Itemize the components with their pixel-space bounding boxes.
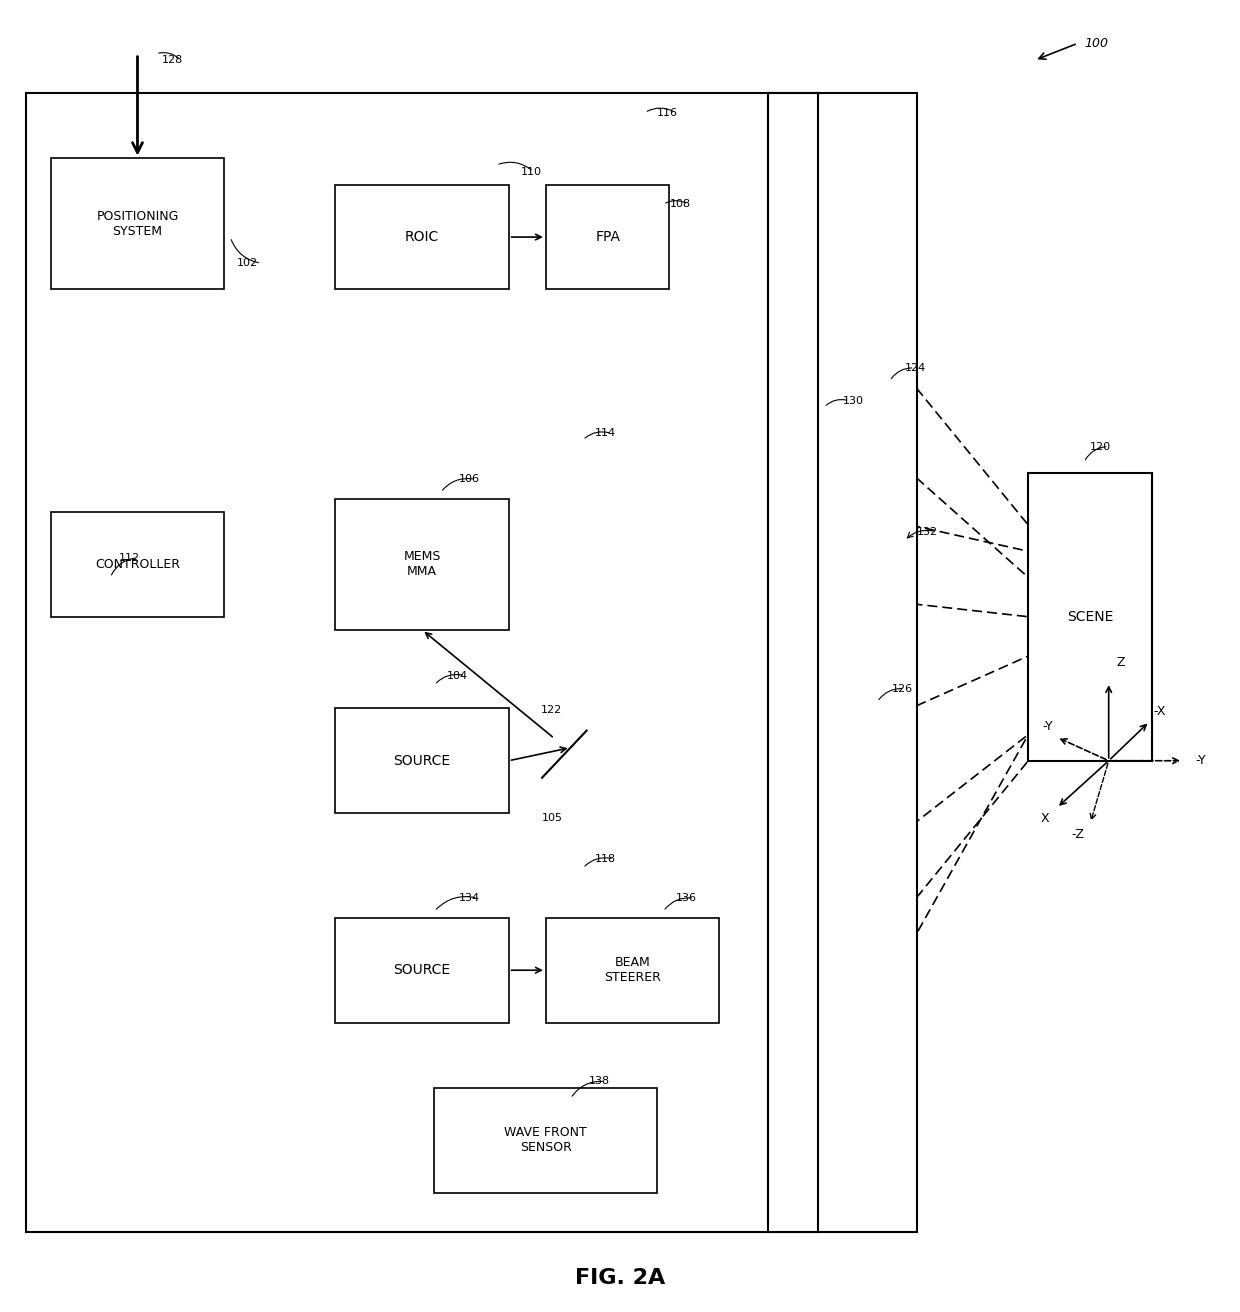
Text: -Z: -Z [1071, 828, 1084, 841]
Text: 138: 138 [589, 1077, 610, 1086]
FancyBboxPatch shape [336, 185, 508, 290]
Text: POSITIONING
SYSTEM: POSITIONING SYSTEM [97, 210, 179, 237]
Text: 124: 124 [904, 363, 926, 373]
Text: SCENE: SCENE [1066, 610, 1114, 623]
Text: 102: 102 [237, 258, 258, 268]
Text: 126: 126 [893, 684, 914, 694]
Text: WAVE FRONT
SENSOR: WAVE FRONT SENSOR [505, 1127, 588, 1155]
Text: 120: 120 [1090, 442, 1111, 451]
Text: -Y: -Y [1043, 720, 1053, 733]
Text: -X: -X [1153, 705, 1166, 718]
Text: 118: 118 [595, 854, 616, 863]
FancyBboxPatch shape [336, 918, 508, 1022]
Text: 114: 114 [595, 429, 616, 438]
Text: ROIC: ROIC [405, 230, 439, 244]
Text: 116: 116 [657, 108, 678, 118]
Text: SOURCE: SOURCE [393, 963, 450, 977]
Text: FIG. 2A: FIG. 2A [575, 1267, 665, 1288]
Text: 130: 130 [843, 396, 864, 405]
Text: MEMS
MMA: MEMS MMA [403, 550, 440, 579]
Text: 134: 134 [459, 893, 480, 903]
Text: Z: Z [1117, 656, 1126, 669]
FancyBboxPatch shape [769, 93, 818, 1232]
Text: -Y: -Y [1195, 754, 1207, 768]
Text: CONTROLLER: CONTROLLER [95, 558, 180, 571]
Text: BEAM
STEERER: BEAM STEERER [604, 956, 661, 984]
Text: 112: 112 [119, 552, 140, 563]
FancyBboxPatch shape [336, 499, 508, 630]
FancyBboxPatch shape [336, 708, 508, 813]
Text: 132: 132 [916, 526, 937, 537]
Text: X: X [1040, 812, 1049, 825]
Text: 128: 128 [162, 55, 184, 66]
Text: FPA: FPA [595, 230, 620, 244]
Text: 122: 122 [542, 705, 563, 715]
FancyBboxPatch shape [51, 159, 224, 290]
Text: 136: 136 [676, 893, 697, 903]
Text: 106: 106 [459, 474, 480, 484]
Text: 104: 104 [446, 670, 467, 681]
FancyBboxPatch shape [546, 185, 670, 290]
Text: 110: 110 [521, 167, 542, 177]
FancyBboxPatch shape [1028, 472, 1152, 761]
FancyBboxPatch shape [51, 512, 224, 617]
Text: 108: 108 [670, 199, 691, 210]
Text: 100: 100 [1084, 37, 1109, 50]
FancyBboxPatch shape [26, 93, 916, 1232]
Text: 105: 105 [542, 813, 563, 823]
FancyBboxPatch shape [546, 918, 719, 1022]
FancyBboxPatch shape [434, 1088, 657, 1193]
Text: SOURCE: SOURCE [393, 753, 450, 768]
